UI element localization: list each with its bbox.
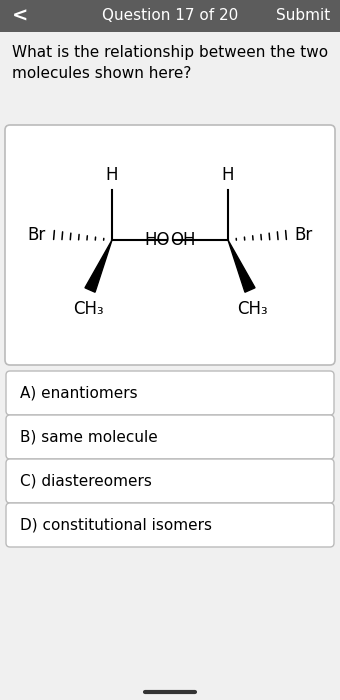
FancyBboxPatch shape (6, 503, 334, 547)
Text: H: H (106, 166, 118, 184)
Polygon shape (228, 240, 255, 292)
Text: A) enantiomers: A) enantiomers (20, 386, 138, 400)
Text: Submit: Submit (276, 8, 330, 24)
Text: OH: OH (170, 231, 196, 249)
Text: D) constitutional isomers: D) constitutional isomers (20, 517, 212, 533)
FancyBboxPatch shape (5, 125, 335, 365)
Text: What is the relationship between the two
molecules shown here?: What is the relationship between the two… (12, 45, 328, 81)
Text: Question 17 of 20: Question 17 of 20 (102, 8, 238, 24)
Text: B) same molecule: B) same molecule (20, 430, 158, 444)
FancyBboxPatch shape (6, 415, 334, 459)
Text: HO: HO (144, 231, 170, 249)
Text: <: < (12, 6, 28, 25)
Text: Br: Br (28, 226, 46, 244)
FancyBboxPatch shape (6, 371, 334, 415)
Text: CH₃: CH₃ (73, 300, 103, 318)
Text: Br: Br (294, 226, 312, 244)
Text: CH₃: CH₃ (237, 300, 267, 318)
Polygon shape (85, 240, 112, 292)
Text: H: H (222, 166, 234, 184)
Text: C) diastereomers: C) diastereomers (20, 473, 152, 489)
FancyBboxPatch shape (6, 459, 334, 503)
Bar (0, 0, 340, 32)
